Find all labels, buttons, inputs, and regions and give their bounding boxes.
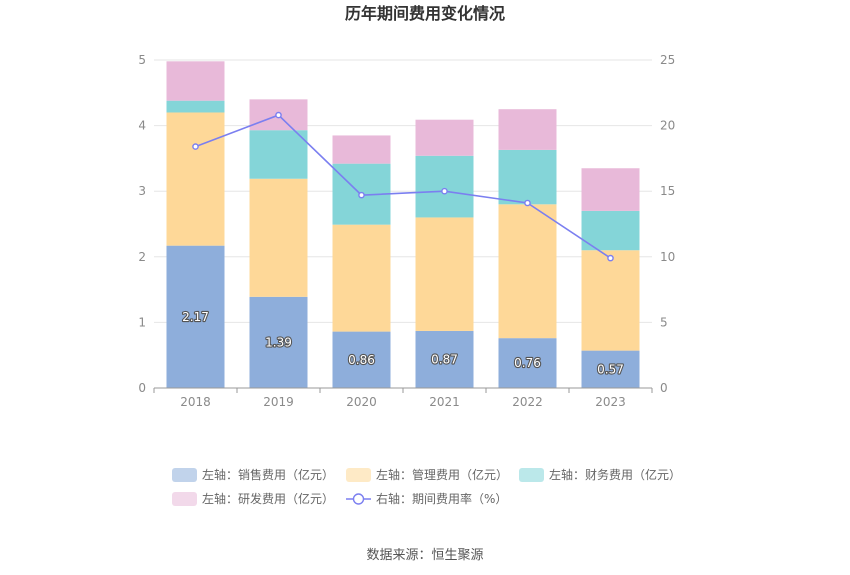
right-tick-label: 0 bbox=[660, 381, 668, 395]
grid-lines bbox=[154, 59, 652, 323]
rate-line bbox=[192, 111, 614, 262]
bar-label: 0.87 bbox=[431, 352, 458, 366]
bar-segment bbox=[166, 100, 225, 113]
x-tick-label: 2018 bbox=[180, 395, 211, 409]
x-tick-label: 2019 bbox=[263, 395, 294, 409]
legend-label: 左轴：管理费用（亿元） bbox=[376, 467, 508, 482]
right-axis: 0 5 10 15 20 25 bbox=[660, 53, 675, 395]
bar-segment bbox=[166, 245, 225, 388]
legend-label: 左轴：销售费用（亿元） bbox=[202, 467, 334, 482]
bar-segment bbox=[498, 149, 557, 205]
bar-label: 1.39 bbox=[265, 335, 292, 349]
rate-point bbox=[441, 187, 448, 195]
legend-label: 左轴：研发费用（亿元） bbox=[202, 491, 334, 506]
x-tick-label: 2021 bbox=[429, 395, 460, 409]
rate-point bbox=[524, 199, 531, 207]
bar-segment bbox=[249, 130, 308, 179]
rate-point bbox=[358, 191, 365, 199]
legend-item: 右轴：期间费用率（%） bbox=[346, 491, 507, 506]
bar-segment bbox=[415, 217, 474, 331]
bar-segment bbox=[249, 178, 308, 297]
left-tick-label: 1 bbox=[138, 315, 146, 329]
legend-swatch bbox=[172, 468, 197, 482]
left-tick-label: 2 bbox=[138, 250, 146, 264]
bar-segment bbox=[332, 224, 391, 332]
rate-line-path bbox=[195, 114, 611, 259]
bar-segment bbox=[332, 331, 391, 388]
bar-segment bbox=[415, 330, 474, 388]
bar-labels: 2.17 1.39 0.86 0.87 0.76 0.57 bbox=[181, 309, 625, 378]
bar-segment bbox=[498, 338, 557, 388]
legend-item: 左轴：财务费用（亿元） bbox=[519, 467, 681, 482]
legend-swatch bbox=[519, 468, 544, 482]
bar-label: 0.86 bbox=[348, 353, 375, 367]
bar-label: 0.57 bbox=[597, 362, 624, 376]
x-axis: 2018 2019 2020 2021 2022 2023 bbox=[153, 388, 653, 409]
legend-swatch bbox=[172, 492, 197, 506]
legend-marker bbox=[352, 493, 365, 505]
legend-item: 左轴：销售费用（亿元） bbox=[172, 467, 334, 482]
rate-point bbox=[192, 143, 199, 150]
right-tick-label: 25 bbox=[660, 53, 675, 67]
right-tick-label: 20 bbox=[660, 119, 675, 133]
bar-label: 0.76 bbox=[514, 356, 541, 370]
bar-segment bbox=[332, 135, 391, 164]
bars bbox=[166, 61, 640, 388]
x-tick-label: 2022 bbox=[512, 395, 543, 409]
legend-label: 右轴：期间费用率（%） bbox=[376, 491, 507, 506]
bar-label: 2.17 bbox=[182, 310, 209, 324]
legend-label: 左轴：财务费用（亿元） bbox=[549, 467, 681, 482]
bar-segment bbox=[415, 155, 474, 218]
bar-segment bbox=[166, 61, 225, 101]
legend-swatch bbox=[346, 468, 371, 482]
legend-item: 左轴：管理费用（亿元） bbox=[346, 467, 508, 482]
chart-title: 历年期间费用变化情况 bbox=[345, 4, 505, 23]
left-tick-label: 0 bbox=[138, 381, 146, 395]
right-tick-label: 10 bbox=[660, 250, 675, 264]
bar-segment bbox=[581, 168, 640, 211]
left-axis: 0 1 2 3 4 5 bbox=[138, 53, 146, 395]
left-tick-label: 4 bbox=[138, 119, 146, 133]
bar-segment bbox=[581, 350, 640, 388]
bar-segment bbox=[581, 250, 640, 351]
bar-segment bbox=[166, 112, 225, 246]
x-tick-label: 2020 bbox=[346, 395, 377, 409]
left-tick-label: 3 bbox=[138, 184, 146, 198]
source-note: 数据来源：恒生聚源 bbox=[366, 548, 483, 563]
x-tick-label: 2023 bbox=[595, 395, 626, 409]
left-tick-label: 5 bbox=[138, 53, 146, 67]
right-tick-label: 15 bbox=[660, 184, 675, 198]
legend-item: 左轴：研发费用（亿元） bbox=[172, 491, 334, 506]
bar-segment bbox=[581, 210, 640, 251]
bar-segment bbox=[415, 119, 474, 156]
right-tick-label: 5 bbox=[660, 315, 668, 329]
legend: 左轴：销售费用（亿元） 左轴：管理费用（亿元） 左轴：财务费用（亿元） 左轴：研发费用… bbox=[172, 467, 681, 506]
bar-segment bbox=[498, 204, 557, 339]
bar-segment bbox=[249, 296, 308, 388]
rate-point bbox=[275, 111, 282, 119]
rate-point bbox=[607, 254, 614, 262]
bar-segment bbox=[498, 109, 557, 150]
